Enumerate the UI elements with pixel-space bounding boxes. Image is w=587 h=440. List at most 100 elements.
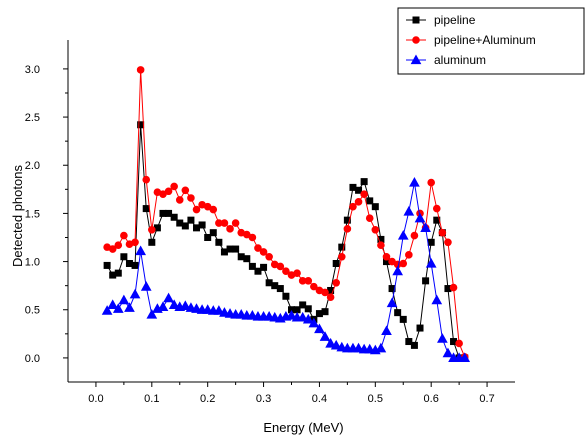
data-point [332,260,340,268]
legend-box [397,7,585,75]
y-tick-label: 0.5 [25,305,40,317]
data-point [365,214,374,223]
data-point [360,190,368,198]
data-point [146,309,158,319]
data-point [103,261,111,269]
data-point [425,257,437,268]
y-tick-label: 3.0 [25,64,40,76]
data-point [409,177,420,187]
data-point [108,245,117,253]
data-point [410,231,419,240]
data-point [360,178,368,186]
data-point [293,269,301,277]
data-point [282,267,290,276]
x-tick-label: 0.0 [88,393,103,405]
data-point [164,187,173,196]
data-point [260,263,268,271]
data-point [381,325,392,336]
data-point [319,331,331,341]
data-point [248,262,256,270]
data-point [213,305,225,315]
legend-marker [412,36,420,44]
axes-layer: 0.0 0.1 0.2 0.3 0.4 0.5 0.6 0.7 0.0 0.5 1.0 1.5 2.0 2… [10,40,515,435]
data-point [248,233,257,242]
data-point [112,303,124,313]
data-point [170,213,178,221]
data-point [459,352,471,363]
data-point [204,233,212,241]
data-point [371,225,380,234]
data-point [148,225,156,234]
data-point [310,282,318,291]
data-point [136,66,145,74]
y-axis-title: Detected photons [10,165,25,267]
data-point [386,297,398,308]
data-point [338,243,346,251]
data-point [209,229,217,237]
data-point [392,265,404,276]
data-point [209,205,218,214]
data-point [410,341,418,349]
data-point [187,194,195,202]
data-point [405,251,413,259]
data-point [371,203,379,211]
x-tick-label: 0.4 [312,393,327,405]
data-point [276,262,285,271]
data-point [321,308,329,316]
data-point [187,216,195,224]
data-point [377,241,385,249]
legend-label: aluminum [434,53,486,67]
x-tick-label: 0.1 [144,393,159,405]
x-tick-label: 0.5 [368,393,383,405]
data-point [282,292,290,300]
data-point [455,339,463,348]
data-point [299,301,307,309]
data-point [198,221,206,229]
y-tick-label: 1.0 [25,257,40,269]
data-point [276,285,284,293]
data-point [254,267,262,275]
data-point [215,238,223,246]
data-point [297,311,309,322]
data-point [148,238,156,246]
data-point [163,292,174,303]
data-point [355,186,363,194]
legend: pipeline pipeline+Aluminum aluminum [397,7,585,75]
data-point [416,324,424,332]
data-point [332,278,341,287]
data-point [427,178,435,187]
data-point [431,294,443,305]
data-point [254,244,262,252]
data-point [142,175,151,184]
data-point [422,277,430,285]
data-point [181,186,190,195]
legend-marker [410,54,422,65]
y-tick-label: 1.5 [25,208,40,220]
data-point [394,309,402,317]
data-point [304,277,313,285]
x-tick-label: 0.6 [424,393,439,405]
data-point [321,288,329,297]
data-point [135,245,146,256]
data-point [308,317,320,328]
data-point [131,261,139,269]
x-tick-label: 0.3 [256,393,271,405]
data-point [349,202,357,211]
data-point [366,197,374,205]
data-point [265,252,273,261]
data-point [120,231,128,240]
data-point [129,288,141,299]
data-point [437,333,448,343]
data-point [405,338,413,346]
x-tick-label: 0.7 [479,393,494,405]
legend-label: pipeline [434,13,476,27]
data-point [101,305,113,315]
data-point [399,315,407,323]
y-tick-label: 0.0 [25,353,40,365]
series-line [106,124,465,359]
data-point [226,225,234,233]
data-point [354,198,363,206]
data-point [107,299,119,310]
data-point [120,253,128,261]
